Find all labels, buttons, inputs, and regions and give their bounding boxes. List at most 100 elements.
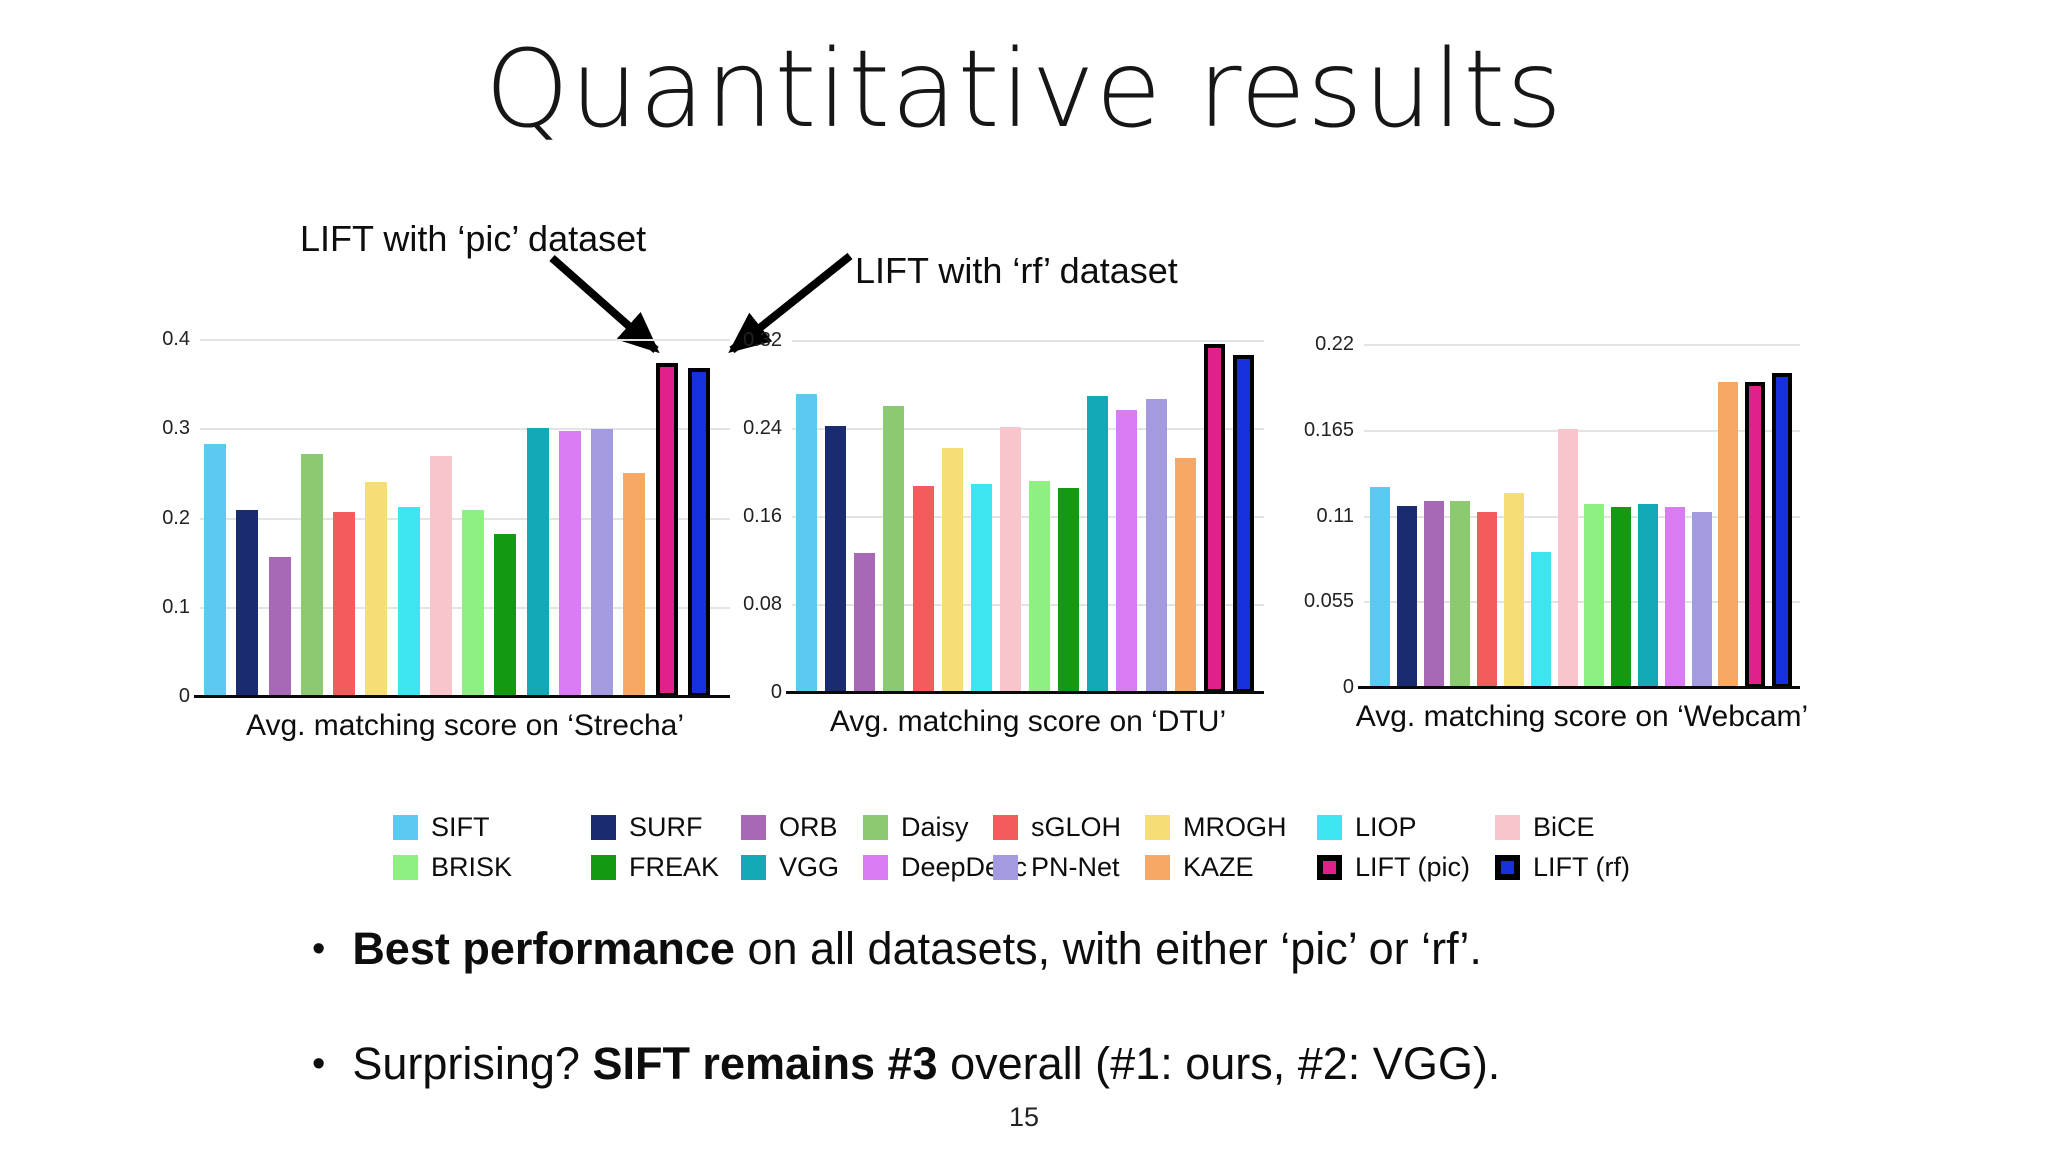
legend-label: FREAK (629, 852, 720, 882)
y-tick-label: 0.08 (743, 593, 782, 615)
legend-item-freak: FREAK (591, 852, 741, 883)
legend-label: VGG (779, 852, 840, 882)
legend-item-bice: BiCE (1495, 812, 1655, 843)
x-axis-line (786, 691, 1264, 694)
x-axis-line (1358, 686, 1800, 689)
legend-label: Daisy (901, 812, 969, 842)
legend-swatch-icon (591, 855, 616, 880)
annotation-lift-rf: LIFT with ‘rf’ dataset (855, 250, 1178, 291)
bullet-list: • Best performance on all datasets, with … (312, 922, 1792, 1152)
plot-area (1358, 344, 1800, 689)
chart-avg-matching-score-on-strecha: 0 0.1 0.2 0.3 0.4 Avg. matching score on ‘Str… (142, 328, 730, 757)
legend-swatch-icon (393, 855, 418, 880)
bar-bice (429, 456, 452, 697)
legend-label: LIFT (rf) (1533, 852, 1630, 882)
y-axis: 0 0.055 0.11 0.165 0.22 (1292, 333, 1364, 698)
bar-deepdesc (558, 431, 581, 697)
legend-swatch-icon (993, 855, 1018, 880)
plot-area (786, 340, 1264, 694)
bar-surf (1396, 506, 1417, 688)
x-axis-line (194, 695, 730, 698)
legend-label: LIOP (1355, 812, 1417, 842)
gridline (792, 340, 1264, 342)
bar-lift-pic (655, 363, 678, 697)
legend-swatch-icon (863, 815, 888, 840)
gridline (1364, 515, 1800, 518)
legend-swatch-icon (863, 855, 888, 880)
bar-surf (236, 510, 259, 697)
bullet-dot-icon: • (312, 1043, 326, 1086)
legend-item-lift-pic: LIFT (pic) (1317, 852, 1495, 883)
legend-label: BiCE (1533, 812, 1595, 842)
legend-label: SURF (629, 812, 703, 842)
bar-pn-net (591, 429, 614, 697)
bar-liop (397, 507, 420, 697)
bar-sift (796, 394, 817, 693)
legend-swatch-icon (741, 815, 766, 840)
gridline (200, 339, 730, 341)
chart-avg-matching-score-on-dtu: 0 0.08 0.16 0.24 0.32 Avg. matching score on … (730, 329, 1264, 753)
bars (200, 340, 730, 697)
y-axis: 0 0.08 0.16 0.24 0.32 (730, 329, 792, 703)
legend-item-daisy: Daisy (863, 812, 993, 843)
y-tick-label: 0.055 (1303, 590, 1354, 613)
y-tick-label: 0 (1342, 676, 1354, 698)
gridline (1364, 429, 1800, 432)
bar-vgg (1087, 396, 1109, 693)
bar-lift-rf (1232, 355, 1254, 693)
legend-swatch-icon (1495, 815, 1520, 840)
y-tick-label: 0.3 (162, 417, 190, 440)
arrow-to-lift-pic-icon (549, 255, 660, 354)
bar-vgg (1637, 504, 1658, 688)
bar-freak (1611, 507, 1632, 688)
chart-caption: Avg. matching score on ‘DTU’ (829, 705, 1227, 738)
bar-deepdesc (1664, 507, 1685, 688)
bar-daisy (883, 406, 905, 693)
legend-item-kaze: KAZE (1145, 852, 1317, 883)
legend-item-mrogh: MROGH (1145, 812, 1317, 843)
bar-bice (999, 427, 1021, 693)
bar-liop (1530, 552, 1551, 688)
gridline (200, 428, 730, 431)
legend-label: LIFT (pic) (1355, 852, 1471, 882)
bar-mrogh (1503, 493, 1524, 688)
gridline (792, 428, 1264, 430)
bar-sift (204, 444, 226, 697)
bar-freak (1058, 488, 1080, 693)
bar-mrogh (365, 482, 388, 697)
legend-item-vgg: VGG (741, 852, 863, 883)
bars (1364, 345, 1800, 688)
legend-item-deepdesc: DeepDesc (863, 852, 1027, 883)
y-tick-label: 0.1 (162, 595, 190, 618)
page-title: Quantitative results (485, 28, 1563, 152)
legend-label: BRISK (431, 852, 513, 882)
y-axis: 0 0.1 0.2 0.3 0.4 (142, 328, 200, 707)
y-tick-label: 0.4 (162, 328, 190, 350)
bar-pn-net (1145, 399, 1167, 693)
gridline (792, 604, 1264, 606)
bar-orb (854, 553, 876, 693)
y-tick-label: 0.165 (1303, 418, 1354, 441)
bullet-item: • Best performance on all datasets, with … (312, 922, 1792, 975)
bar-daisy (300, 454, 323, 697)
legend-label: sGLOH (1031, 812, 1122, 842)
bar-lift-pic (1745, 382, 1766, 688)
bar-daisy (1450, 501, 1471, 688)
y-tick-label: 0.11 (1316, 504, 1354, 527)
page-number: 15 (1008, 1102, 1040, 1132)
bullet-text: Surprising? SIFT remains #3 overall (#1:… (352, 1038, 1501, 1090)
legend-label: MROGH (1183, 812, 1287, 842)
legend-item-brisk: BRISK (393, 852, 591, 883)
gridline (1364, 601, 1800, 604)
y-tick-label: 0.24 (743, 417, 782, 439)
y-tick-label: 0 (178, 685, 190, 707)
bullet-item: • Surprising? SIFT remains #3 overall (#1… (312, 1037, 1792, 1090)
y-tick-label: 0.32 (743, 329, 782, 351)
legend-item-surf: SURF (591, 812, 741, 843)
legend-label: SIFT (431, 812, 490, 842)
bar-pn-net (1691, 512, 1712, 688)
y-tick-label: 0 (770, 681, 782, 703)
bar-liop (970, 484, 992, 693)
bar-brisk (462, 510, 485, 697)
